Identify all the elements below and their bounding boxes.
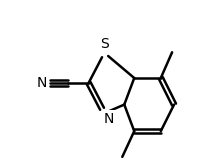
Text: N: N (37, 76, 47, 90)
Text: S: S (100, 37, 109, 51)
Text: N: N (103, 112, 114, 125)
